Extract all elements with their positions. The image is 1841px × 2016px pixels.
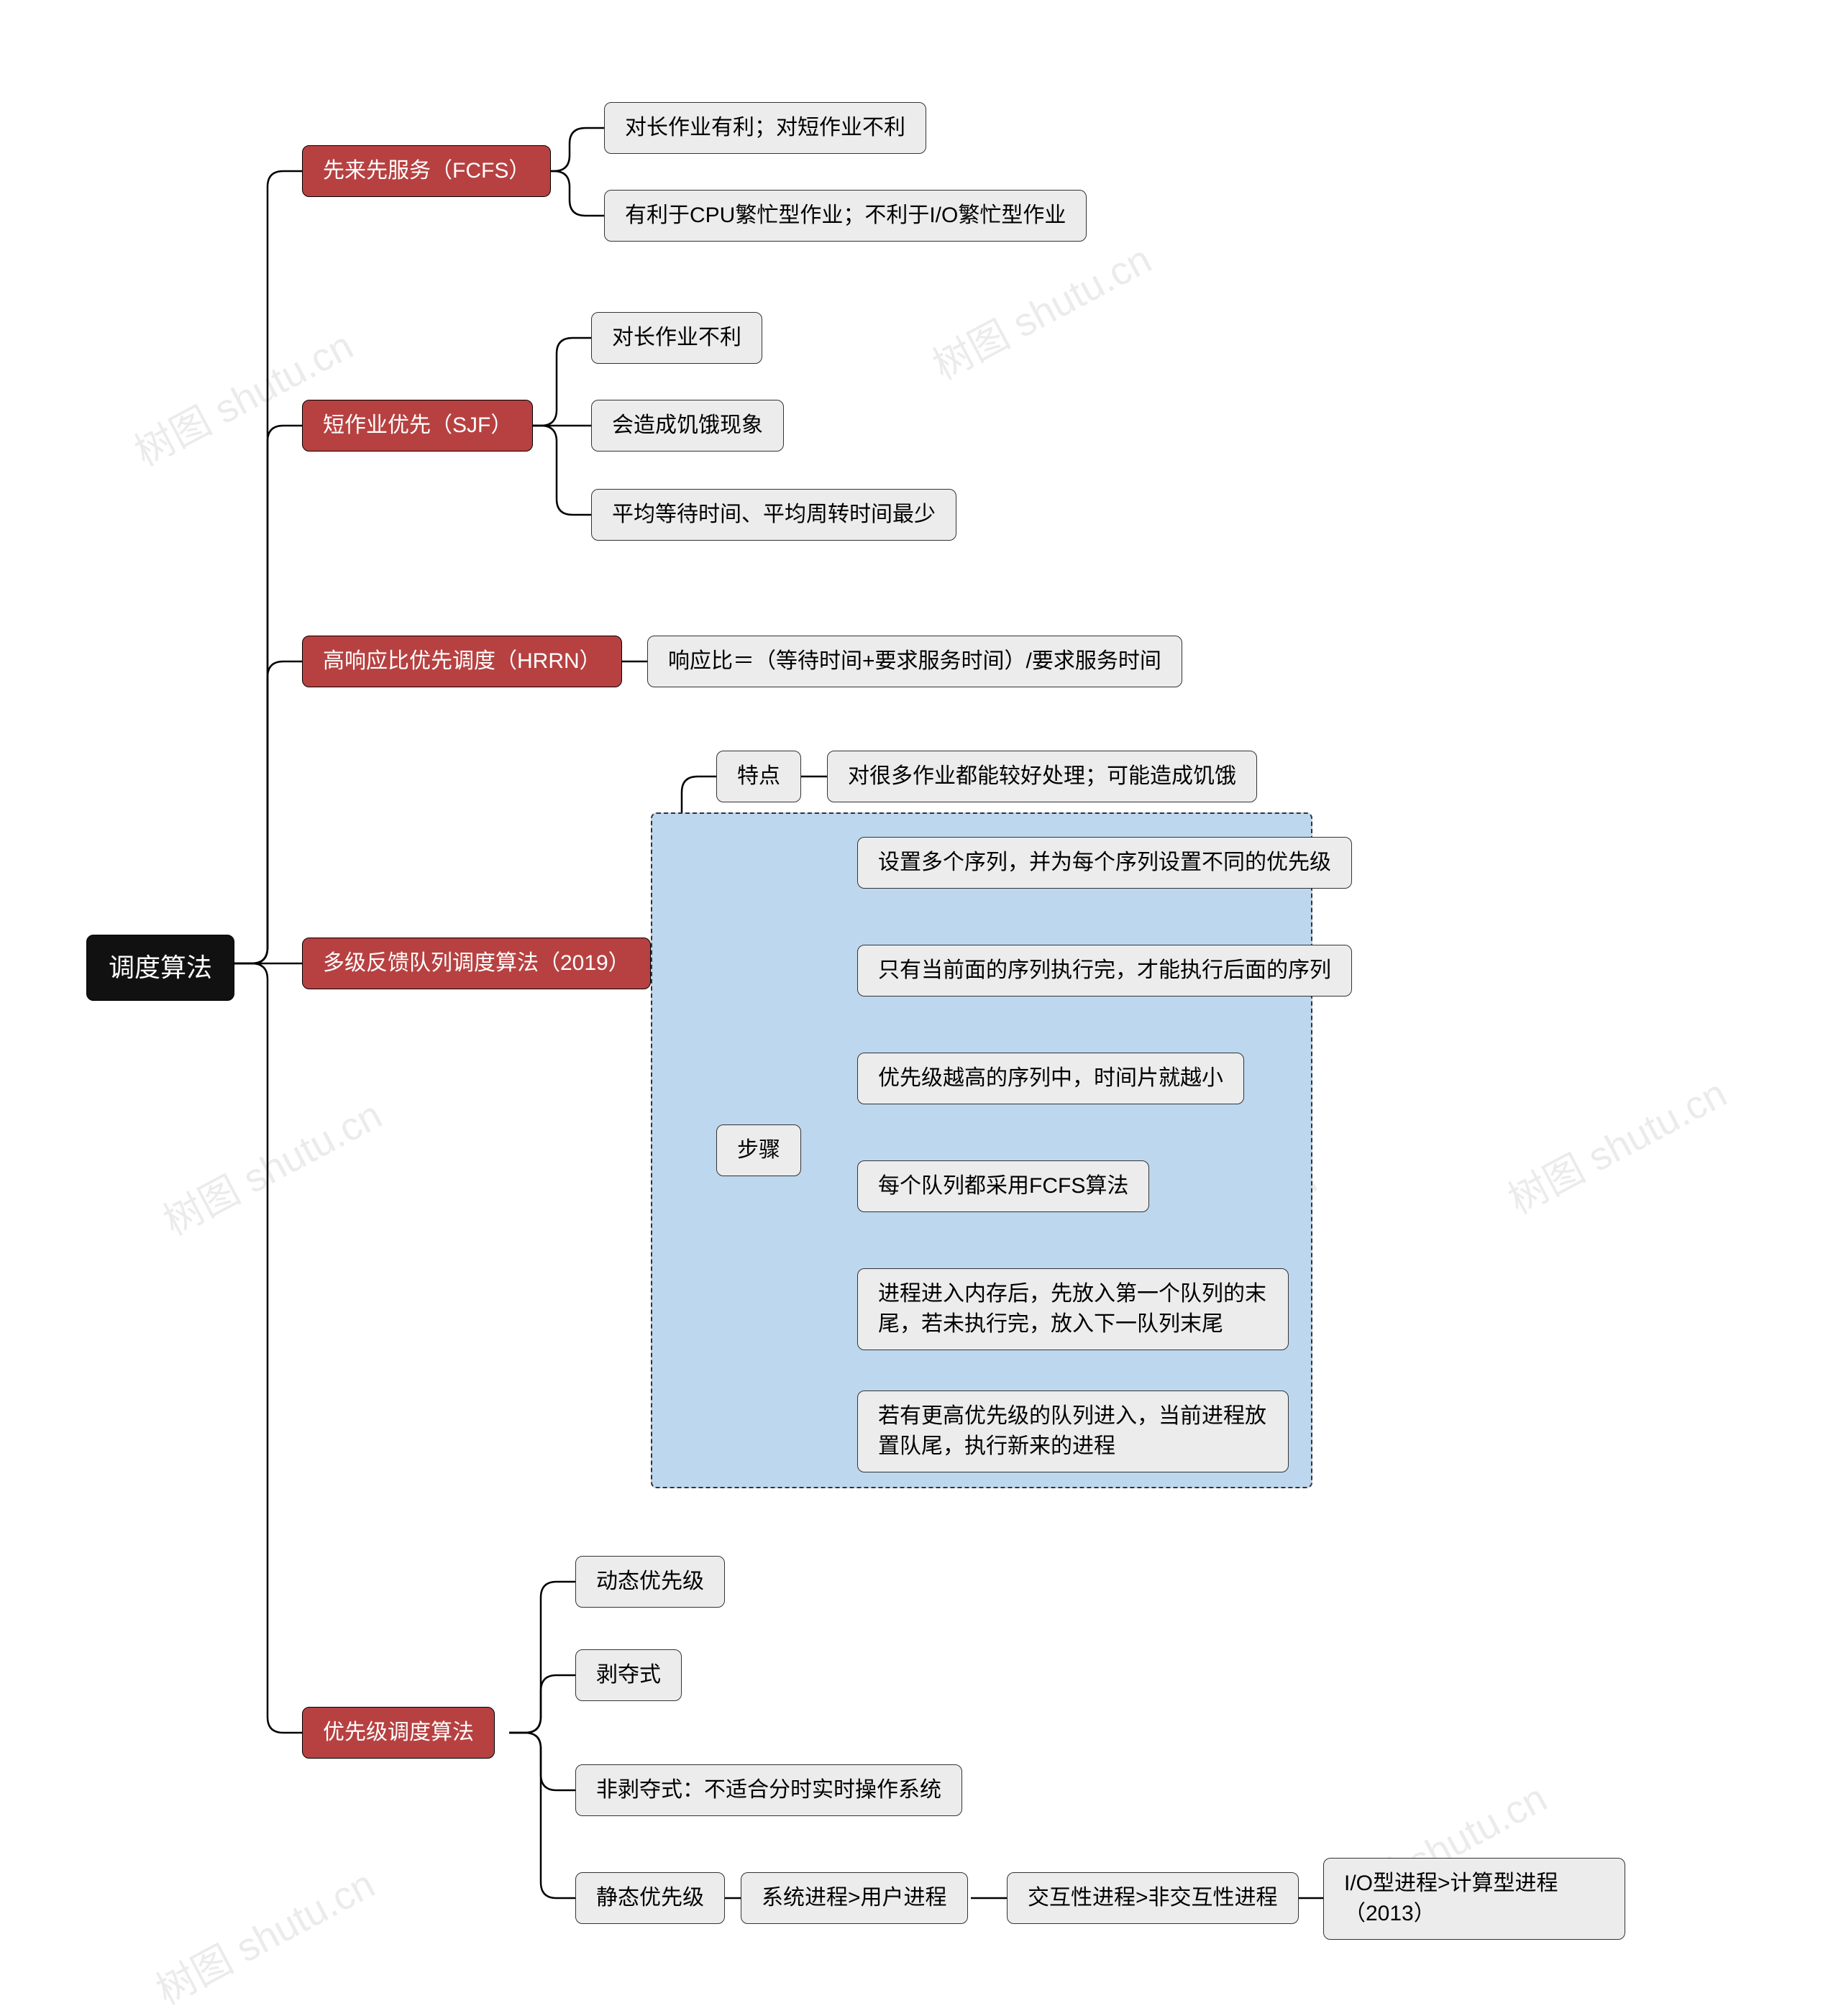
priority-static-chain-2: I/O型进程>计算型进程（2013）	[1323, 1858, 1625, 1940]
sjf-child-2: 平均等待时间、平均周转时间最少	[591, 489, 956, 541]
watermark: 树图 shutu.cn	[145, 1852, 383, 2015]
fcfs-child-0: 对长作业有利；对短作业不利	[604, 102, 926, 154]
fcfs-child-1: 有利于CPU繁忙型作业；不利于I/O繁忙型作业	[604, 190, 1087, 242]
hrrn-child-0: 响应比＝（等待时间+要求服务时间）/要求服务时间	[647, 636, 1182, 687]
mlfq-step-1: 只有当前面的序列执行完，才能执行后面的序列	[857, 945, 1352, 996]
mlfq-step-2: 优先级越高的序列中，时间片就越小	[857, 1053, 1244, 1104]
mlfq-step-4: 进程进入内存后，先放入第一个队列的末尾，若未执行完，放入下一队列末尾	[857, 1268, 1289, 1350]
priority-dynamic: 动态优先级	[575, 1556, 725, 1608]
sjf-child-0: 对长作业不利	[591, 312, 762, 364]
mlfq-steps-label: 步骤	[716, 1124, 801, 1176]
mlfq-step-0: 设置多个序列，并为每个序列设置不同的优先级	[857, 837, 1352, 889]
mlfq-step-5: 若有更高优先级的队列进入，当前进程放置队尾，执行新来的进程	[857, 1390, 1289, 1472]
mlfq-node: 多级反馈队列调度算法（2019）	[302, 938, 651, 989]
root-node: 调度算法	[86, 935, 234, 1001]
fcfs-node: 先来先服务（FCFS）	[302, 145, 551, 197]
priority-static-chain-0: 系统进程>用户进程	[741, 1872, 968, 1924]
mlfq-step-3: 每个队列都采用FCFS算法	[857, 1160, 1149, 1212]
priority-preemptive: 剥夺式	[575, 1649, 682, 1701]
watermark: 树图 shutu.cn	[152, 1083, 390, 1246]
watermark: 树图 shutu.cn	[1497, 1061, 1735, 1224]
priority-static: 静态优先级	[575, 1872, 725, 1924]
mlfq-feature-text: 对很多作业都能较好处理；可能造成饥饿	[827, 751, 1257, 802]
priority-node: 优先级调度算法	[302, 1707, 495, 1759]
sjf-node: 短作业优先（SJF）	[302, 400, 533, 452]
watermark: 树图 shutu.cn	[921, 227, 1160, 390]
priority-static-chain-1: 交互性进程>非交互性进程	[1007, 1872, 1299, 1924]
watermark: 树图 shutu.cn	[123, 313, 362, 477]
priority-nonpreemptive: 非剥夺式：不适合分时实时操作系统	[575, 1764, 962, 1816]
mlfq-feature-label: 特点	[716, 751, 801, 802]
sjf-child-1: 会造成饥饿现象	[591, 400, 784, 452]
hrrn-node: 高响应比优先调度（HRRN）	[302, 636, 622, 687]
